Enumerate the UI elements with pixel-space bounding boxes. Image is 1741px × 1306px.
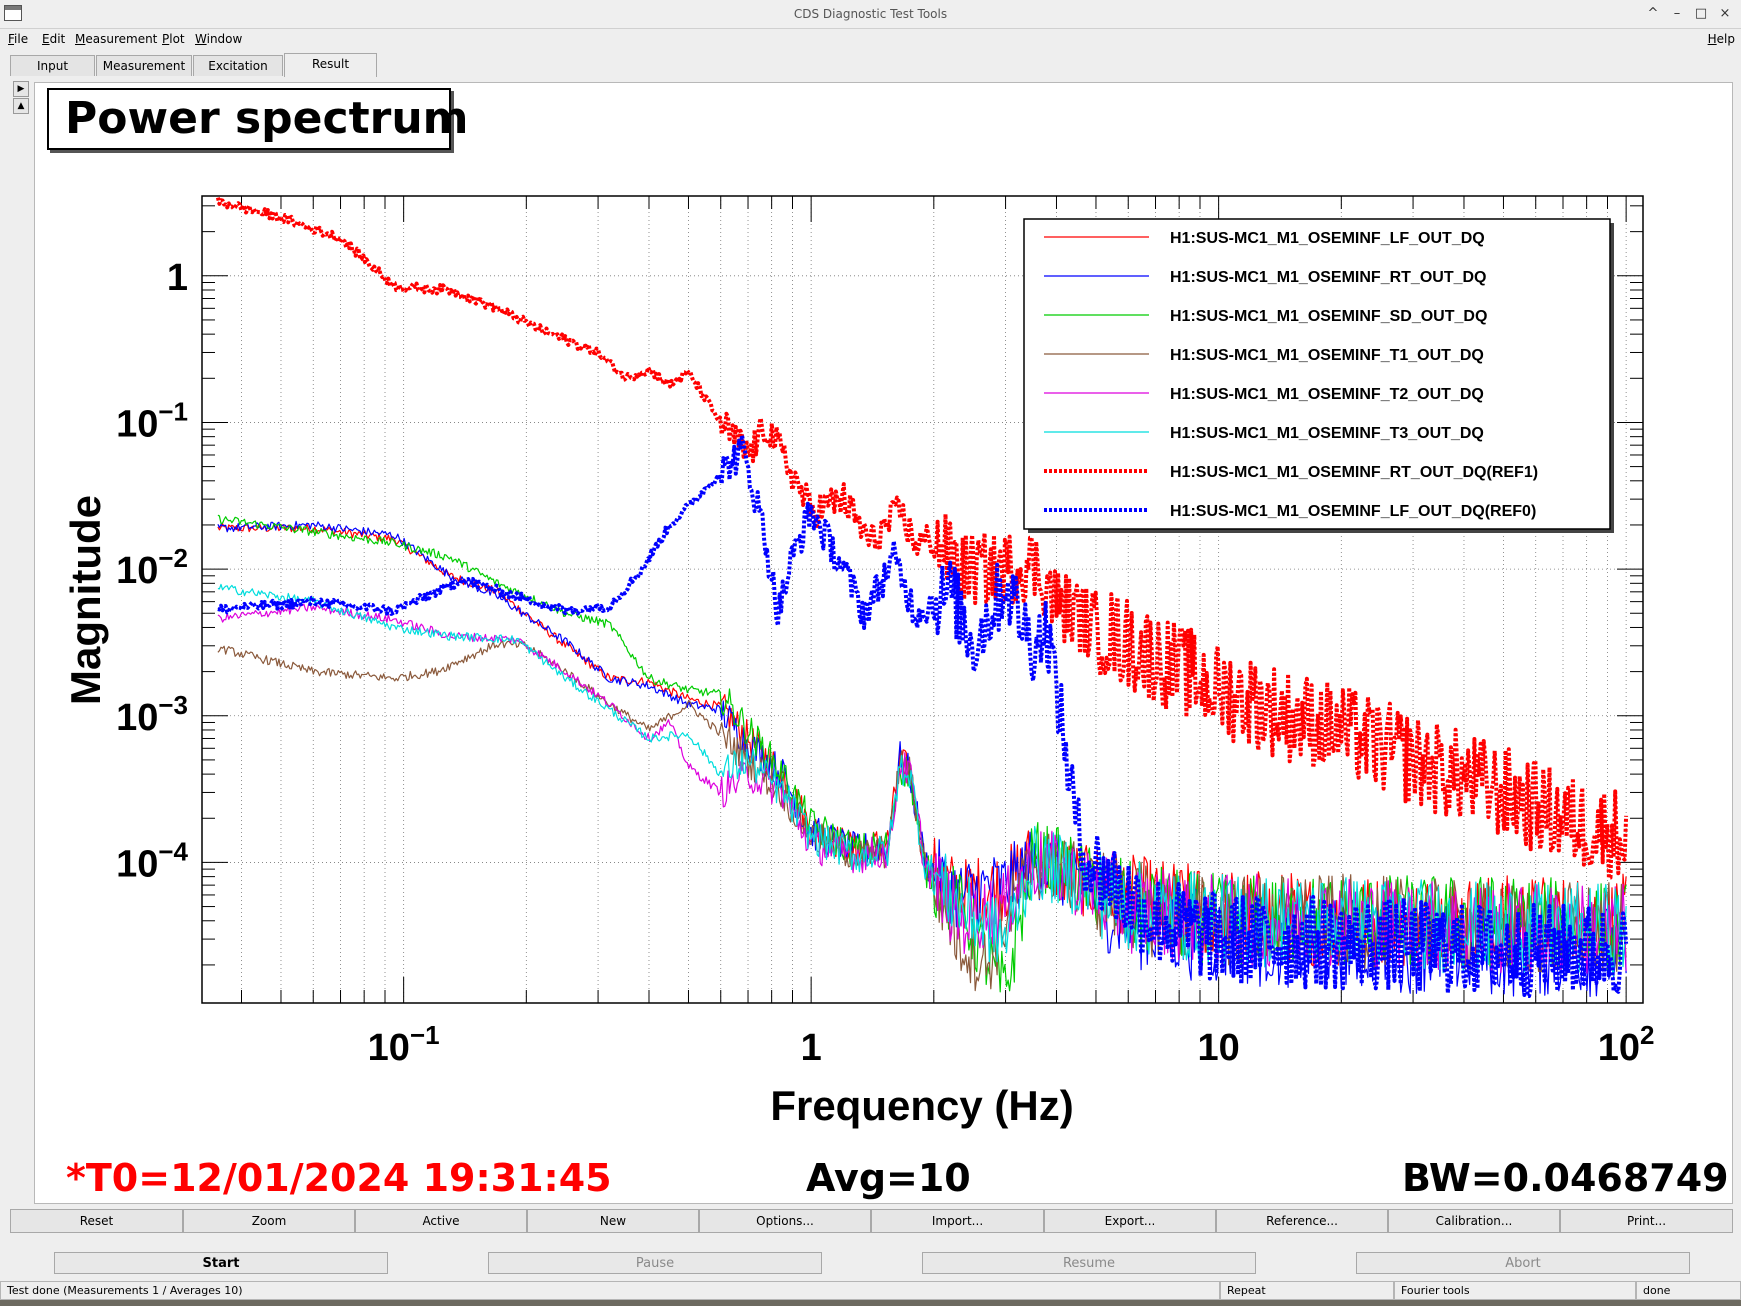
options-button[interactable]: Options...: [699, 1209, 871, 1233]
x-axis-label: Frequency (Hz): [770, 1082, 1073, 1129]
t0-label: *T0=12/01/2024 19:31:45: [66, 1156, 612, 1200]
resume-button[interactable]: Resume: [922, 1252, 1256, 1274]
print-button[interactable]: Print...: [1560, 1209, 1733, 1233]
menu-measurement[interactable]: Measurement: [75, 32, 158, 46]
run-controls: Start Pause Resume Abort: [0, 1252, 1741, 1274]
tab-excitation[interactable]: Excitation: [193, 55, 283, 76]
status-repeat: Repeat: [1220, 1281, 1394, 1300]
legend-entry: H1:SUS-MC1_M1_OSEMINF_T2_OUT_DQ: [1170, 386, 1484, 403]
series-group: [215, 197, 1629, 998]
status-state: done: [1636, 1281, 1741, 1300]
reference-button[interactable]: Reference...: [1216, 1209, 1388, 1233]
zoom-button[interactable]: Zoom: [183, 1209, 355, 1233]
plot-frame: [201, 195, 1644, 1004]
legend-entry: H1:SUS-MC1_M1_OSEMINF_SD_OUT_DQ: [1170, 308, 1487, 325]
x-tick-label: 102: [1598, 1020, 1655, 1069]
menu-help[interactable]: Help: [1707, 32, 1735, 46]
legend-box: [1023, 218, 1611, 530]
status-bar: Test done (Measurements 1 / Averages 10)…: [0, 1281, 1741, 1300]
import-button[interactable]: Import...: [871, 1209, 1044, 1233]
menu-plot[interactable]: Plot: [162, 32, 185, 46]
series-line: [217, 520, 1627, 998]
menu-bar: File Edit Measurement Plot Window Help: [0, 29, 1741, 51]
legend-entry: H1:SUS-MC1_M1_OSEMINF_RT_OUT_DQ(REF1): [1170, 464, 1538, 481]
y-tick-label: 10−2: [116, 543, 188, 592]
x-tick-label: 1: [801, 1027, 822, 1069]
legend-entry: H1:SUS-MC1_M1_OSEMINF_LF_OUT_DQ: [1170, 230, 1485, 247]
bw-label: BW=0.0468749: [1402, 1156, 1729, 1200]
y-tick-label: 10−1: [116, 396, 188, 445]
export-button[interactable]: Export...: [1044, 1209, 1216, 1233]
panel-arrow-right-icon[interactable]: ▶: [13, 81, 29, 97]
legend-entry: H1:SUS-MC1_M1_OSEMINF_LF_OUT_DQ(REF0): [1170, 503, 1536, 520]
active-button[interactable]: Active: [355, 1209, 527, 1233]
maximize-button[interactable]: □: [1694, 6, 1708, 21]
panel-arrow-up-icon[interactable]: ▲: [13, 98, 29, 114]
close-button[interactable]: ×: [1719, 6, 1731, 21]
series-line: [217, 433, 1629, 998]
tab-result[interactable]: Result: [284, 53, 377, 77]
app-icon: [4, 5, 22, 21]
collapse-button[interactable]: ^: [1647, 6, 1659, 21]
start-button[interactable]: Start: [54, 1252, 388, 1274]
status-tools: Fourier tools: [1394, 1281, 1636, 1300]
x-tick-label: 10: [1197, 1027, 1239, 1069]
series-line: [217, 603, 1627, 974]
legend-entry: H1:SUS-MC1_M1_OSEMINF_T3_OUT_DQ: [1170, 425, 1484, 442]
legend-entry: H1:SUS-MC1_M1_OSEMINF_T1_OUT_DQ: [1170, 347, 1484, 364]
legend-entry: H1:SUS-MC1_M1_OSEMINF_RT_OUT_DQ: [1170, 269, 1487, 286]
menu-edit[interactable]: Edit: [42, 32, 66, 46]
reset-button[interactable]: Reset: [10, 1209, 183, 1233]
menu-file[interactable]: File: [8, 32, 29, 46]
y-tick-label: 1: [167, 257, 188, 299]
abort-button[interactable]: Abort: [1356, 1252, 1690, 1274]
y-axis-label: Magnitude: [62, 495, 109, 705]
y-tick-label: 10−4: [116, 836, 188, 885]
status-message: Test done (Measurements 1 / Averages 10): [0, 1281, 1220, 1300]
y-tick-label: 10−3: [116, 690, 188, 739]
title-bar: CDS Diagnostic Test Tools ^ – □ ×: [0, 0, 1741, 29]
tab-measurement[interactable]: Measurement: [96, 55, 192, 76]
calibration-button[interactable]: Calibration...: [1388, 1209, 1560, 1233]
x-tick-label: 10−1: [368, 1020, 440, 1069]
tab-input[interactable]: Input: [10, 55, 95, 76]
minimize-button[interactable]: –: [1673, 6, 1681, 21]
new-button[interactable]: New: [527, 1209, 699, 1233]
plot-title: Power spectrum: [47, 88, 469, 150]
menu-window[interactable]: Window: [195, 32, 243, 46]
plot-controls: Reset Zoom Active New Options... Import.…: [10, 1209, 1733, 1233]
desktop-strip: [0, 1300, 1741, 1306]
window-title: CDS Diagnostic Test Tools: [793, 7, 948, 21]
pause-button[interactable]: Pause: [488, 1252, 822, 1274]
avg-label: Avg=10: [806, 1156, 971, 1200]
